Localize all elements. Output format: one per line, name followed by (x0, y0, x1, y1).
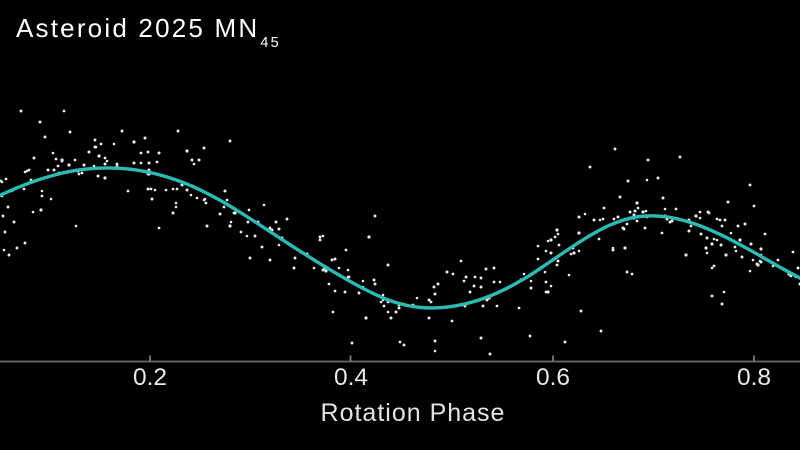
svg-text:0.4: 0.4 (334, 364, 368, 391)
svg-text:0.8: 0.8 (737, 364, 771, 391)
svg-text:Rotation Phase: Rotation Phase (321, 399, 506, 427)
svg-text:0.2: 0.2 (133, 364, 167, 391)
svg-text:0.6: 0.6 (536, 364, 570, 391)
